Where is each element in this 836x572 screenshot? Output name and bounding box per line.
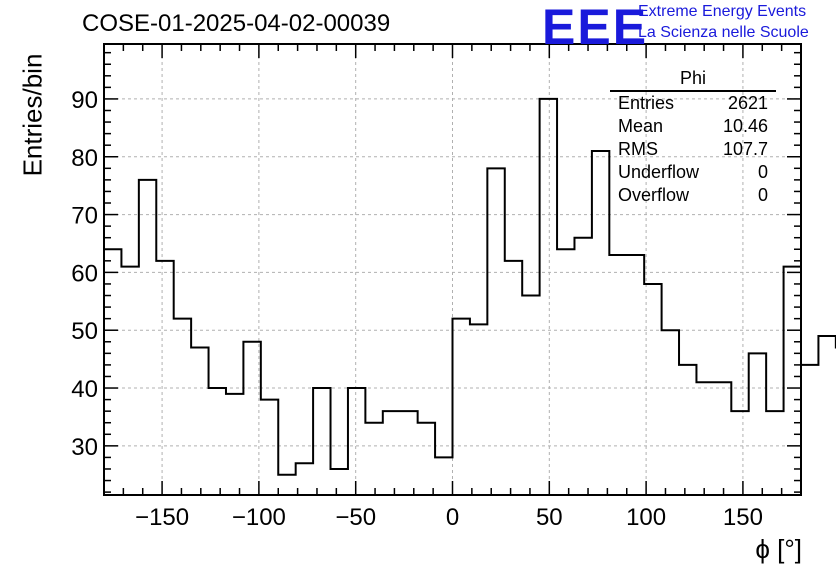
logo-text-line2: La Scienza nelle Scuole (638, 24, 809, 41)
y-tick-label: 40 (71, 376, 98, 403)
stats-value: 107.7 (722, 139, 768, 159)
histogram-bin (453, 319, 470, 495)
stats-key: Underflow (618, 162, 700, 182)
stats-row-overflow: Overflow 0 (610, 184, 776, 207)
histogram-bin (313, 388, 330, 495)
histogram-bin (331, 469, 348, 495)
y-tick-label: 80 (71, 145, 98, 172)
stats-row-underflow: Underflow 0 (610, 161, 776, 184)
histogram-bin (156, 261, 173, 495)
x-tick-label: 0 (446, 504, 459, 531)
histogram-bin (731, 411, 748, 495)
histogram-bin (522, 296, 539, 495)
histogram-bin (121, 267, 138, 495)
histogram-bin (714, 382, 731, 495)
stats-key: Overflow (618, 185, 690, 205)
stats-row-entries: Entries 2621 (610, 92, 776, 115)
y-tick-label: 60 (71, 260, 98, 287)
stats-row-mean: Mean 10.46 (610, 115, 776, 138)
x-tick-label: −150 (135, 504, 189, 531)
histogram-bin (784, 267, 801, 495)
histogram-bin (505, 261, 522, 495)
histogram-bin (696, 382, 713, 495)
axis-ticks (104, 44, 801, 495)
histogram-bin (818, 336, 835, 495)
histogram-bin (470, 324, 487, 495)
logo-text-line1: Extreme Energy Events (638, 3, 807, 20)
stats-key: RMS (618, 139, 658, 159)
stats-value: 2621 (727, 93, 768, 113)
histogram-bin (644, 284, 661, 495)
y-axis-tick-labels: 30 40 50 60 70 80 90 (71, 87, 98, 461)
histogram-bin (749, 353, 766, 495)
y-axis-label: Entries/bin (17, 53, 48, 177)
stats-box-title: Phi (610, 68, 776, 92)
histogram-bin (592, 151, 609, 495)
stats-value: 0 (757, 185, 768, 205)
histogram-bin (435, 457, 452, 495)
x-tick-label: 100 (626, 504, 666, 531)
stats-key: Mean (618, 116, 664, 136)
y-tick-label: 90 (71, 87, 98, 114)
stats-value: 10.46 (722, 116, 768, 136)
x-axis-label: ϕ [°] (755, 534, 802, 564)
histogram-bin (609, 255, 626, 495)
histogram-bin (348, 388, 365, 495)
histogram-bin (209, 388, 226, 495)
x-tick-label: −100 (232, 504, 286, 531)
histogram-bin (766, 411, 783, 495)
histogram-bin (540, 99, 557, 495)
histogram-bin (679, 365, 696, 495)
histogram-bin (139, 180, 156, 495)
histogram-bin (383, 411, 400, 495)
histogram-bin (557, 249, 574, 495)
x-tick-label: 50 (536, 504, 563, 531)
stats-row-rms: RMS 107.7 (610, 138, 776, 161)
histogram-bin (278, 475, 295, 495)
chart-title: COSE-01-2025-04-02-00039 (82, 10, 391, 37)
stats-key: Entries (618, 93, 675, 113)
histogram-bin (801, 365, 818, 495)
histogram-bin (261, 400, 278, 495)
y-tick-label: 30 (71, 434, 98, 461)
histogram-bin (574, 238, 591, 495)
histogram-bin (400, 411, 417, 495)
histogram-bin (627, 255, 644, 495)
y-tick-label: 50 (71, 318, 98, 345)
histogram-bin (243, 342, 260, 495)
histogram-bin (365, 423, 382, 495)
eee-logo-icon: EEE (542, 0, 649, 55)
stats-box: Phi Entries 2621 Mean 10.46 RMS 107.7 Un… (610, 68, 776, 207)
x-tick-label: −50 (335, 504, 376, 531)
histogram-bin (226, 394, 243, 495)
stats-value: 0 (757, 162, 768, 182)
y-tick-label: 70 (71, 203, 98, 230)
x-tick-label: 150 (723, 504, 763, 531)
histogram-bin (191, 348, 208, 495)
histogram-bin (174, 319, 191, 495)
histogram-bin (662, 330, 679, 495)
histogram-bin (418, 423, 435, 495)
x-axis-tick-labels: −150 −100 −50 0 50 100 150 (135, 504, 763, 531)
